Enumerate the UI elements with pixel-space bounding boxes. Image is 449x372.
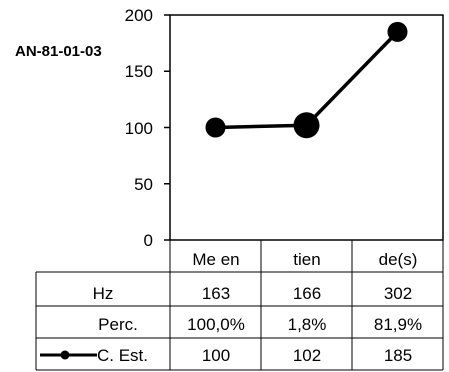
table-cell: 302: [384, 284, 412, 303]
category-label: tien: [293, 250, 320, 269]
data-table: Me en tien de(s) Hz 163 166 302 Perc. 10…: [35, 240, 444, 371]
row-label-perc: Perc.: [98, 315, 138, 334]
row-label-c-est: C. Est.: [97, 346, 148, 365]
y-axis: 200 150 100 50 0: [125, 6, 170, 250]
y-tick-label: 50: [134, 175, 153, 194]
category-label: de(s): [379, 250, 418, 269]
data-point: [205, 117, 226, 138]
table-cell: 1,8%: [288, 315, 327, 334]
table-cell: 185: [384, 346, 412, 365]
y-tick-label: 150: [125, 62, 153, 81]
y-tick-label: 200: [125, 6, 153, 25]
legend-marker: [60, 350, 70, 360]
data-point: [293, 112, 320, 139]
row-label-hz: Hz: [93, 284, 114, 303]
table-cell: 100: [202, 346, 230, 365]
chart-title: AN-81-01-03: [15, 43, 102, 60]
category-label: Me en: [192, 250, 239, 269]
data-point: [387, 21, 408, 42]
table-cell: 166: [293, 284, 321, 303]
table-cell: 102: [293, 346, 321, 365]
table-cell: 81,9%: [374, 315, 422, 334]
table-cell: 163: [202, 284, 230, 303]
table-cell: 100,0%: [187, 315, 245, 334]
series-c-est: [205, 21, 408, 139]
legend-key-c-est: [40, 350, 97, 360]
y-tick-label: 0: [144, 231, 153, 250]
y-tick-label: 100: [125, 119, 153, 138]
